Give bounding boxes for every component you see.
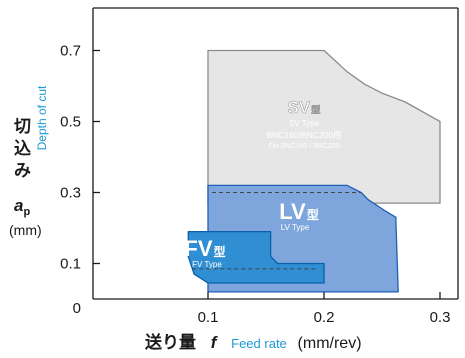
y-axis-unit: (mm) xyxy=(9,222,42,238)
region-lv-type-label: LV Type xyxy=(281,223,310,232)
x-axis-label-jp: 送り量 xyxy=(145,332,196,353)
y-axis-label: 切込み Depth of cut ap (mm) xyxy=(9,85,49,238)
svg-text:送り量 f Feed rate: 送り量 f Feed rate (mm/rev) xyxy=(145,332,362,353)
region-fv-type-label: FV Type xyxy=(192,260,222,269)
region-sv-title: SV型 xyxy=(287,98,321,117)
region-fv-title: FV型 xyxy=(184,236,225,261)
y-tick-label: 0 xyxy=(73,300,81,317)
region-sv-note: For BNC160 / BNC200 xyxy=(268,143,339,150)
x-axis-symbol: f xyxy=(211,333,219,352)
y-tick-label: 0.7 xyxy=(60,43,81,60)
y-tick-label: 0.1 xyxy=(60,256,81,273)
region-sv-area xyxy=(207,49,441,204)
x-axis-unit: (mm/rev) xyxy=(298,335,362,352)
region-sv: SV型 SV Type BNC160/BNC200用 For BNC160 / BNC… xyxy=(207,49,441,204)
y-axis-label-jp-char: み xyxy=(14,161,31,181)
x-axis-label-en: Feed rate xyxy=(231,336,287,351)
y-axis-symbol: ap xyxy=(14,196,30,218)
regions-layer: SV型 SV Type BNC160/BNC200用 For BNC160 / BNC… xyxy=(184,49,441,293)
x-tick-label: 0.1 xyxy=(198,309,219,326)
x-tick-label: 0.3 xyxy=(430,309,451,326)
x-axis-label: 送り量 f Feed rate (mm/rev) xyxy=(145,332,362,353)
y-axis-label-en: Depth of cut xyxy=(35,85,49,150)
y-axis-label-jp: 切込み xyxy=(14,117,31,181)
region-sv-type-label: SV Type xyxy=(289,119,320,128)
axes-layer xyxy=(92,7,459,300)
y-axis-label-jp-char: 込 xyxy=(14,139,31,159)
y-axis-label-jp-char: 切 xyxy=(14,117,31,137)
y-tick-label: 0.5 xyxy=(60,114,81,131)
region-sv-note: BNC160/BNC200用 xyxy=(266,130,341,140)
y-tick-label: 0.3 xyxy=(60,185,81,202)
region-fv-area xyxy=(187,230,325,284)
x-tick-label: 0.2 xyxy=(314,309,335,326)
region-lv-title: LV型 xyxy=(279,199,319,224)
ticks-layer: 0.1 0.2 0.3 0 0.1 0.3 0.5 0.7 xyxy=(60,43,450,327)
